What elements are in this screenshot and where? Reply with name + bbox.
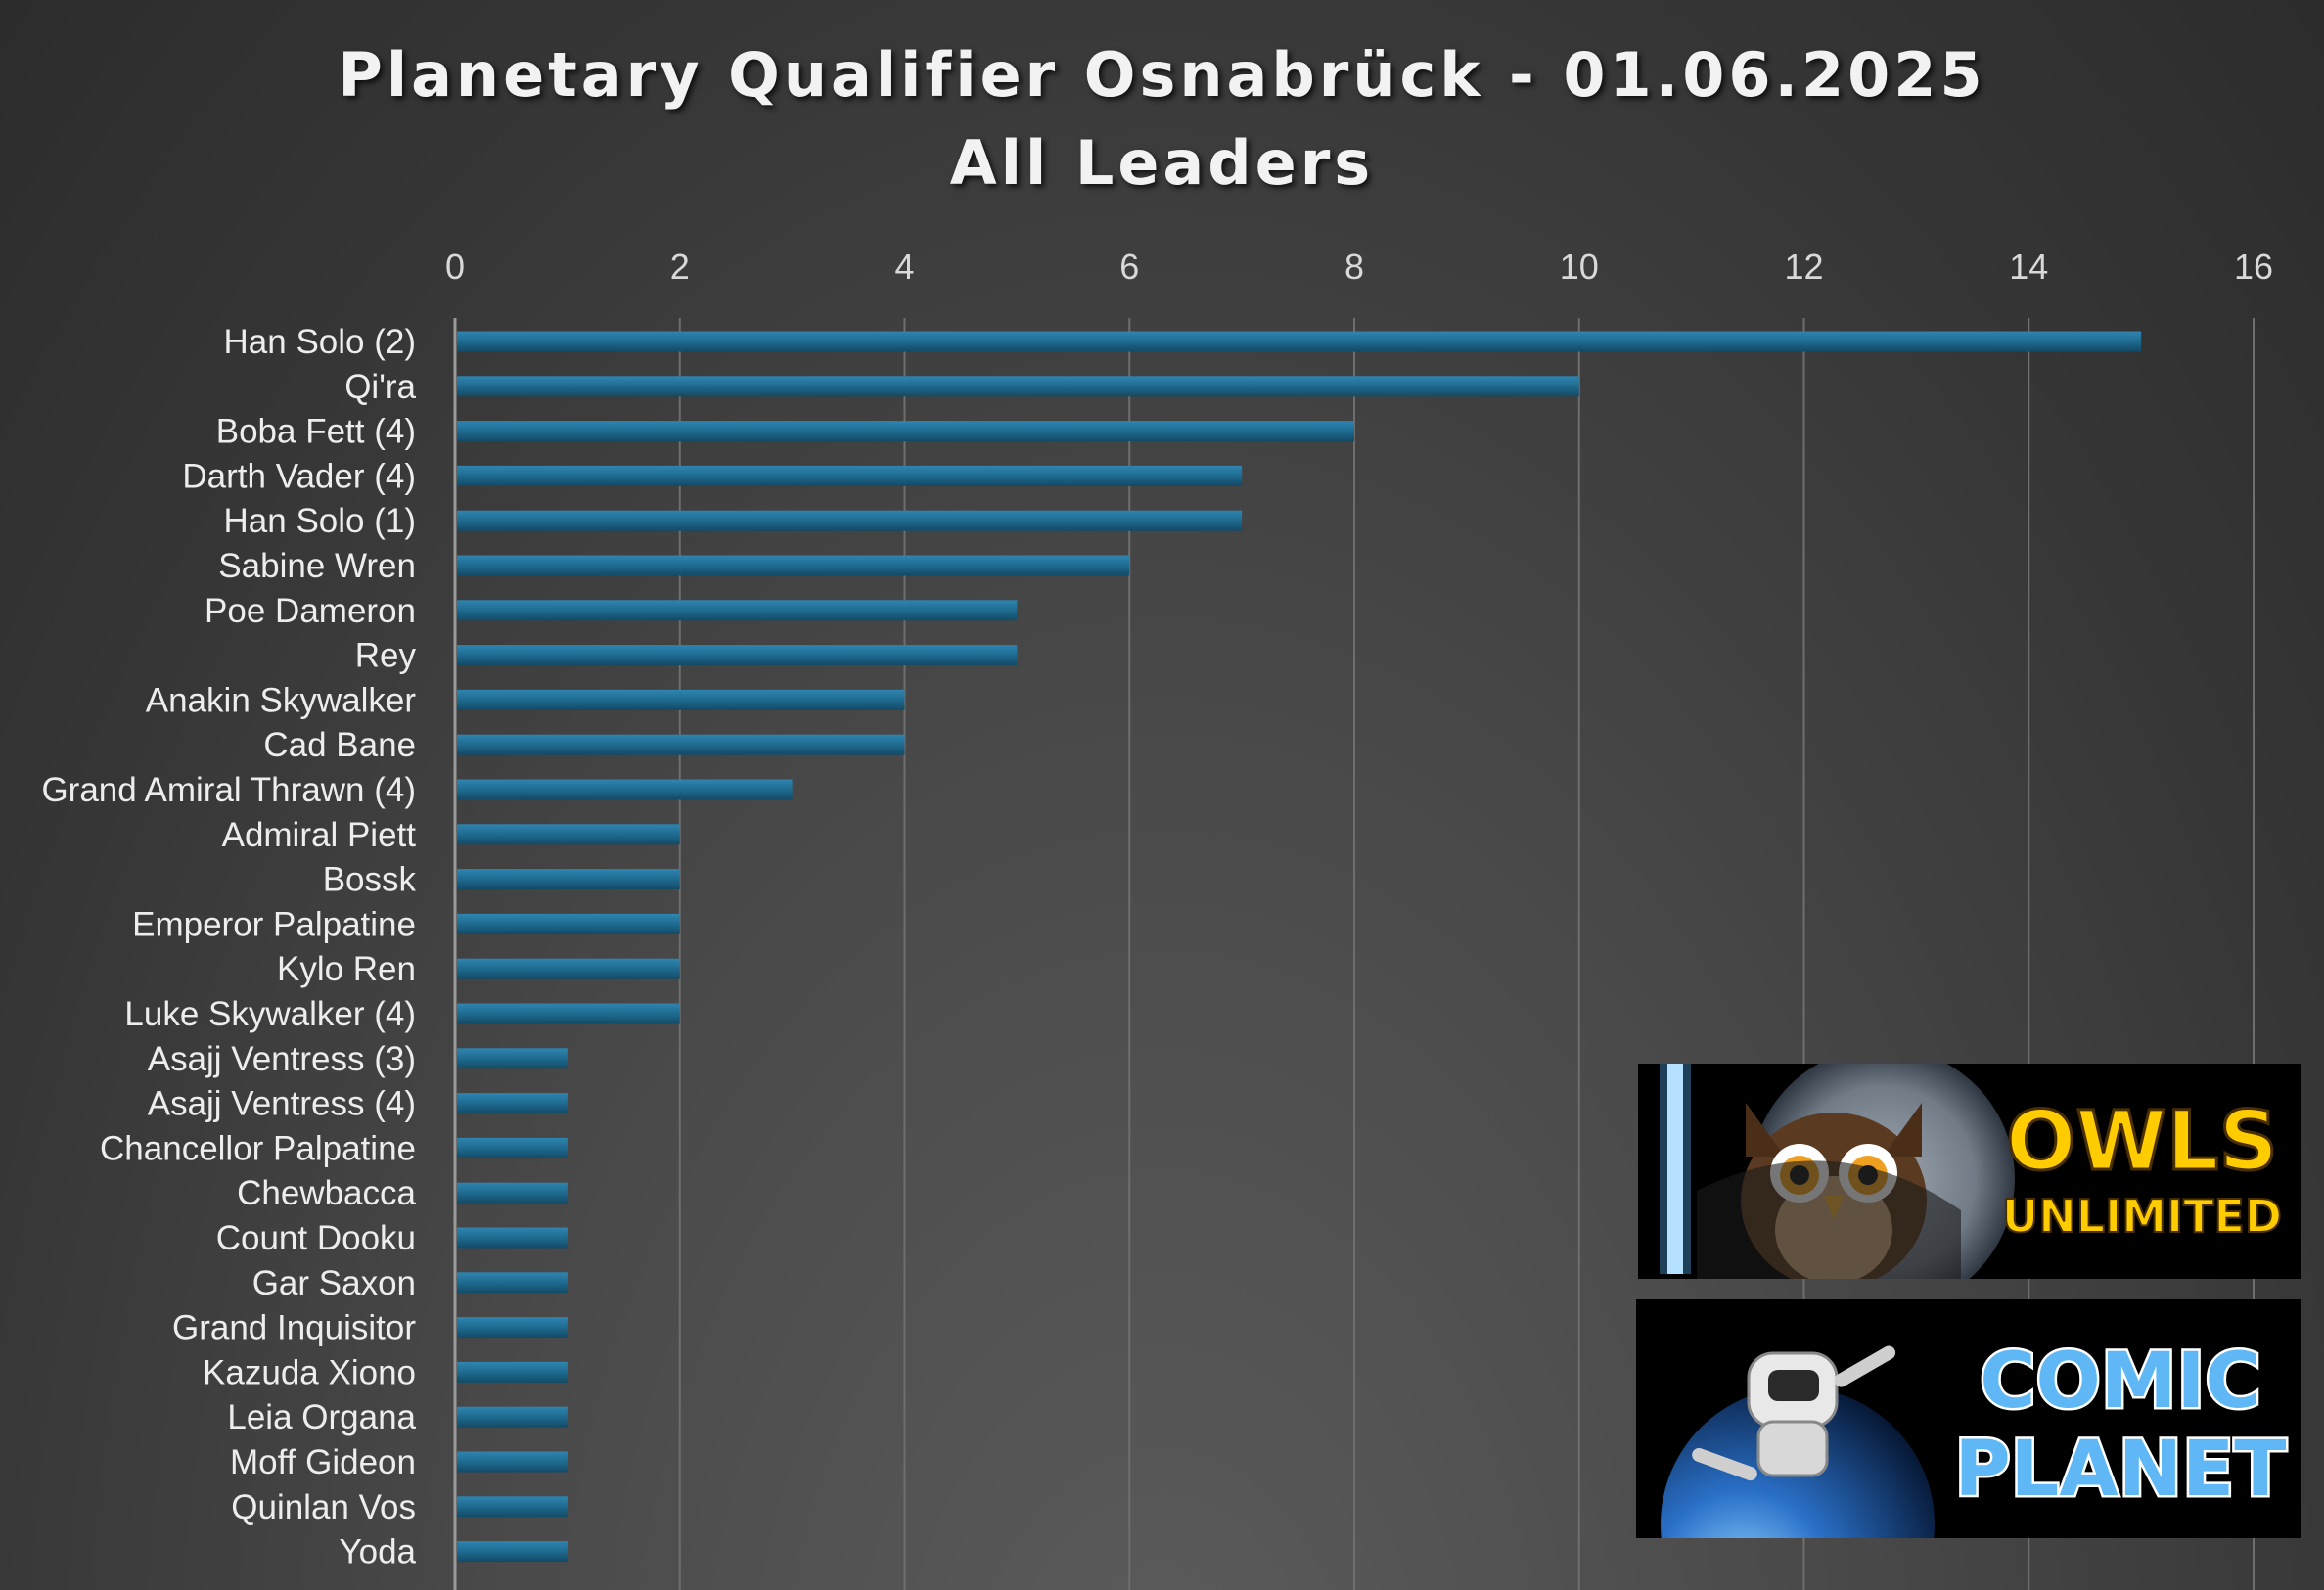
bar bbox=[457, 779, 793, 800]
astronaut-icon bbox=[1692, 1345, 1896, 1481]
comic-logo-subtext: PLANET bbox=[1954, 1426, 2286, 1514]
category-label: Admiral Piett bbox=[222, 816, 417, 854]
category-label: Moff Gideon bbox=[230, 1443, 416, 1481]
bar bbox=[457, 555, 1130, 576]
category-label: Bossk bbox=[323, 861, 417, 899]
comic-logo-text: COMIC bbox=[1980, 1338, 2260, 1426]
category-label: Luke Skywalker (4) bbox=[124, 995, 416, 1033]
category-label: Anakin Skywalker bbox=[146, 681, 417, 719]
category-label: Emperor Palpatine bbox=[132, 905, 416, 943]
x-tick-label: 6 bbox=[1119, 247, 1139, 287]
x-tick-label: 2 bbox=[670, 247, 690, 287]
bar bbox=[457, 421, 1354, 442]
bar bbox=[457, 1182, 568, 1204]
bar bbox=[457, 1317, 568, 1339]
x-tick-label: 10 bbox=[1560, 247, 1599, 287]
owls-logo-text: OWLS bbox=[2006, 1093, 2278, 1189]
x-tick-label: 0 bbox=[445, 247, 465, 287]
category-label: Boba Fett (4) bbox=[216, 413, 416, 451]
x-tick-label: 14 bbox=[2009, 247, 2048, 287]
category-label: Gar Saxon bbox=[252, 1264, 416, 1302]
owls-unlimited-logo: OWLS UNLIMITED bbox=[1638, 1064, 2301, 1279]
bar bbox=[457, 1227, 568, 1249]
category-label: Qi'ra bbox=[344, 368, 416, 406]
category-label: Leia Organa bbox=[227, 1398, 416, 1436]
bar bbox=[457, 1272, 568, 1294]
category-label: Han Solo (2) bbox=[224, 323, 416, 361]
lightsaber-icon bbox=[1667, 1064, 1683, 1274]
bar bbox=[457, 465, 1243, 486]
bar bbox=[457, 1361, 568, 1383]
bar bbox=[457, 824, 680, 845]
category-label: Darth Vader (4) bbox=[182, 457, 416, 495]
category-label: Count Dooku bbox=[216, 1219, 416, 1257]
category-label: Yoda bbox=[339, 1533, 416, 1571]
category-label: Grand Amiral Thrawn (4) bbox=[41, 771, 416, 809]
comic-planet-logo: COMIC PLANET bbox=[1636, 1299, 2301, 1538]
category-label: Rey bbox=[355, 637, 417, 675]
bar bbox=[457, 1451, 568, 1473]
category-label: Cad Bane bbox=[263, 726, 416, 764]
category-label: Poe Dameron bbox=[205, 592, 416, 630]
category-label: Quinlan Vos bbox=[231, 1488, 416, 1526]
bar bbox=[457, 1093, 568, 1114]
bar bbox=[457, 1048, 568, 1069]
chart-subtitle: All Leaders bbox=[949, 127, 1375, 199]
x-tick-label: 12 bbox=[1784, 247, 1823, 287]
bar bbox=[457, 510, 1243, 531]
bar bbox=[457, 331, 2142, 352]
category-label: Chancellor Palpatine bbox=[100, 1129, 416, 1167]
bar bbox=[457, 600, 1018, 621]
x-tick-label: 4 bbox=[894, 247, 914, 287]
chart-title: Planetary Qualifier Osnabrück - 01.06.20… bbox=[338, 39, 1986, 111]
bar bbox=[457, 645, 1018, 666]
bar bbox=[457, 376, 1579, 397]
category-label: Kazuda Xiono bbox=[203, 1353, 416, 1391]
category-label: Kylo Ren bbox=[277, 950, 416, 988]
x-tick-label: 16 bbox=[2234, 247, 2273, 287]
category-label: Sabine Wren bbox=[218, 547, 416, 585]
bar bbox=[457, 869, 680, 890]
bar bbox=[457, 913, 680, 934]
category-label: Grand Inquisitor bbox=[172, 1309, 416, 1347]
category-label: Asajj Ventress (4) bbox=[148, 1085, 416, 1123]
bar bbox=[457, 1137, 568, 1158]
bar bbox=[457, 1003, 680, 1024]
category-label: Chewbacca bbox=[237, 1174, 416, 1212]
category-label: Asajj Ventress (3) bbox=[148, 1040, 416, 1078]
bar bbox=[457, 1406, 568, 1428]
owls-logo-subtext: UNLIMITED bbox=[2002, 1190, 2282, 1243]
bar bbox=[457, 1541, 568, 1563]
bar bbox=[457, 1496, 568, 1518]
bar bbox=[457, 734, 905, 755]
x-tick-label: 8 bbox=[1344, 247, 1364, 287]
bar bbox=[457, 958, 680, 979]
bar bbox=[457, 689, 905, 710]
category-label: Han Solo (1) bbox=[224, 502, 416, 540]
